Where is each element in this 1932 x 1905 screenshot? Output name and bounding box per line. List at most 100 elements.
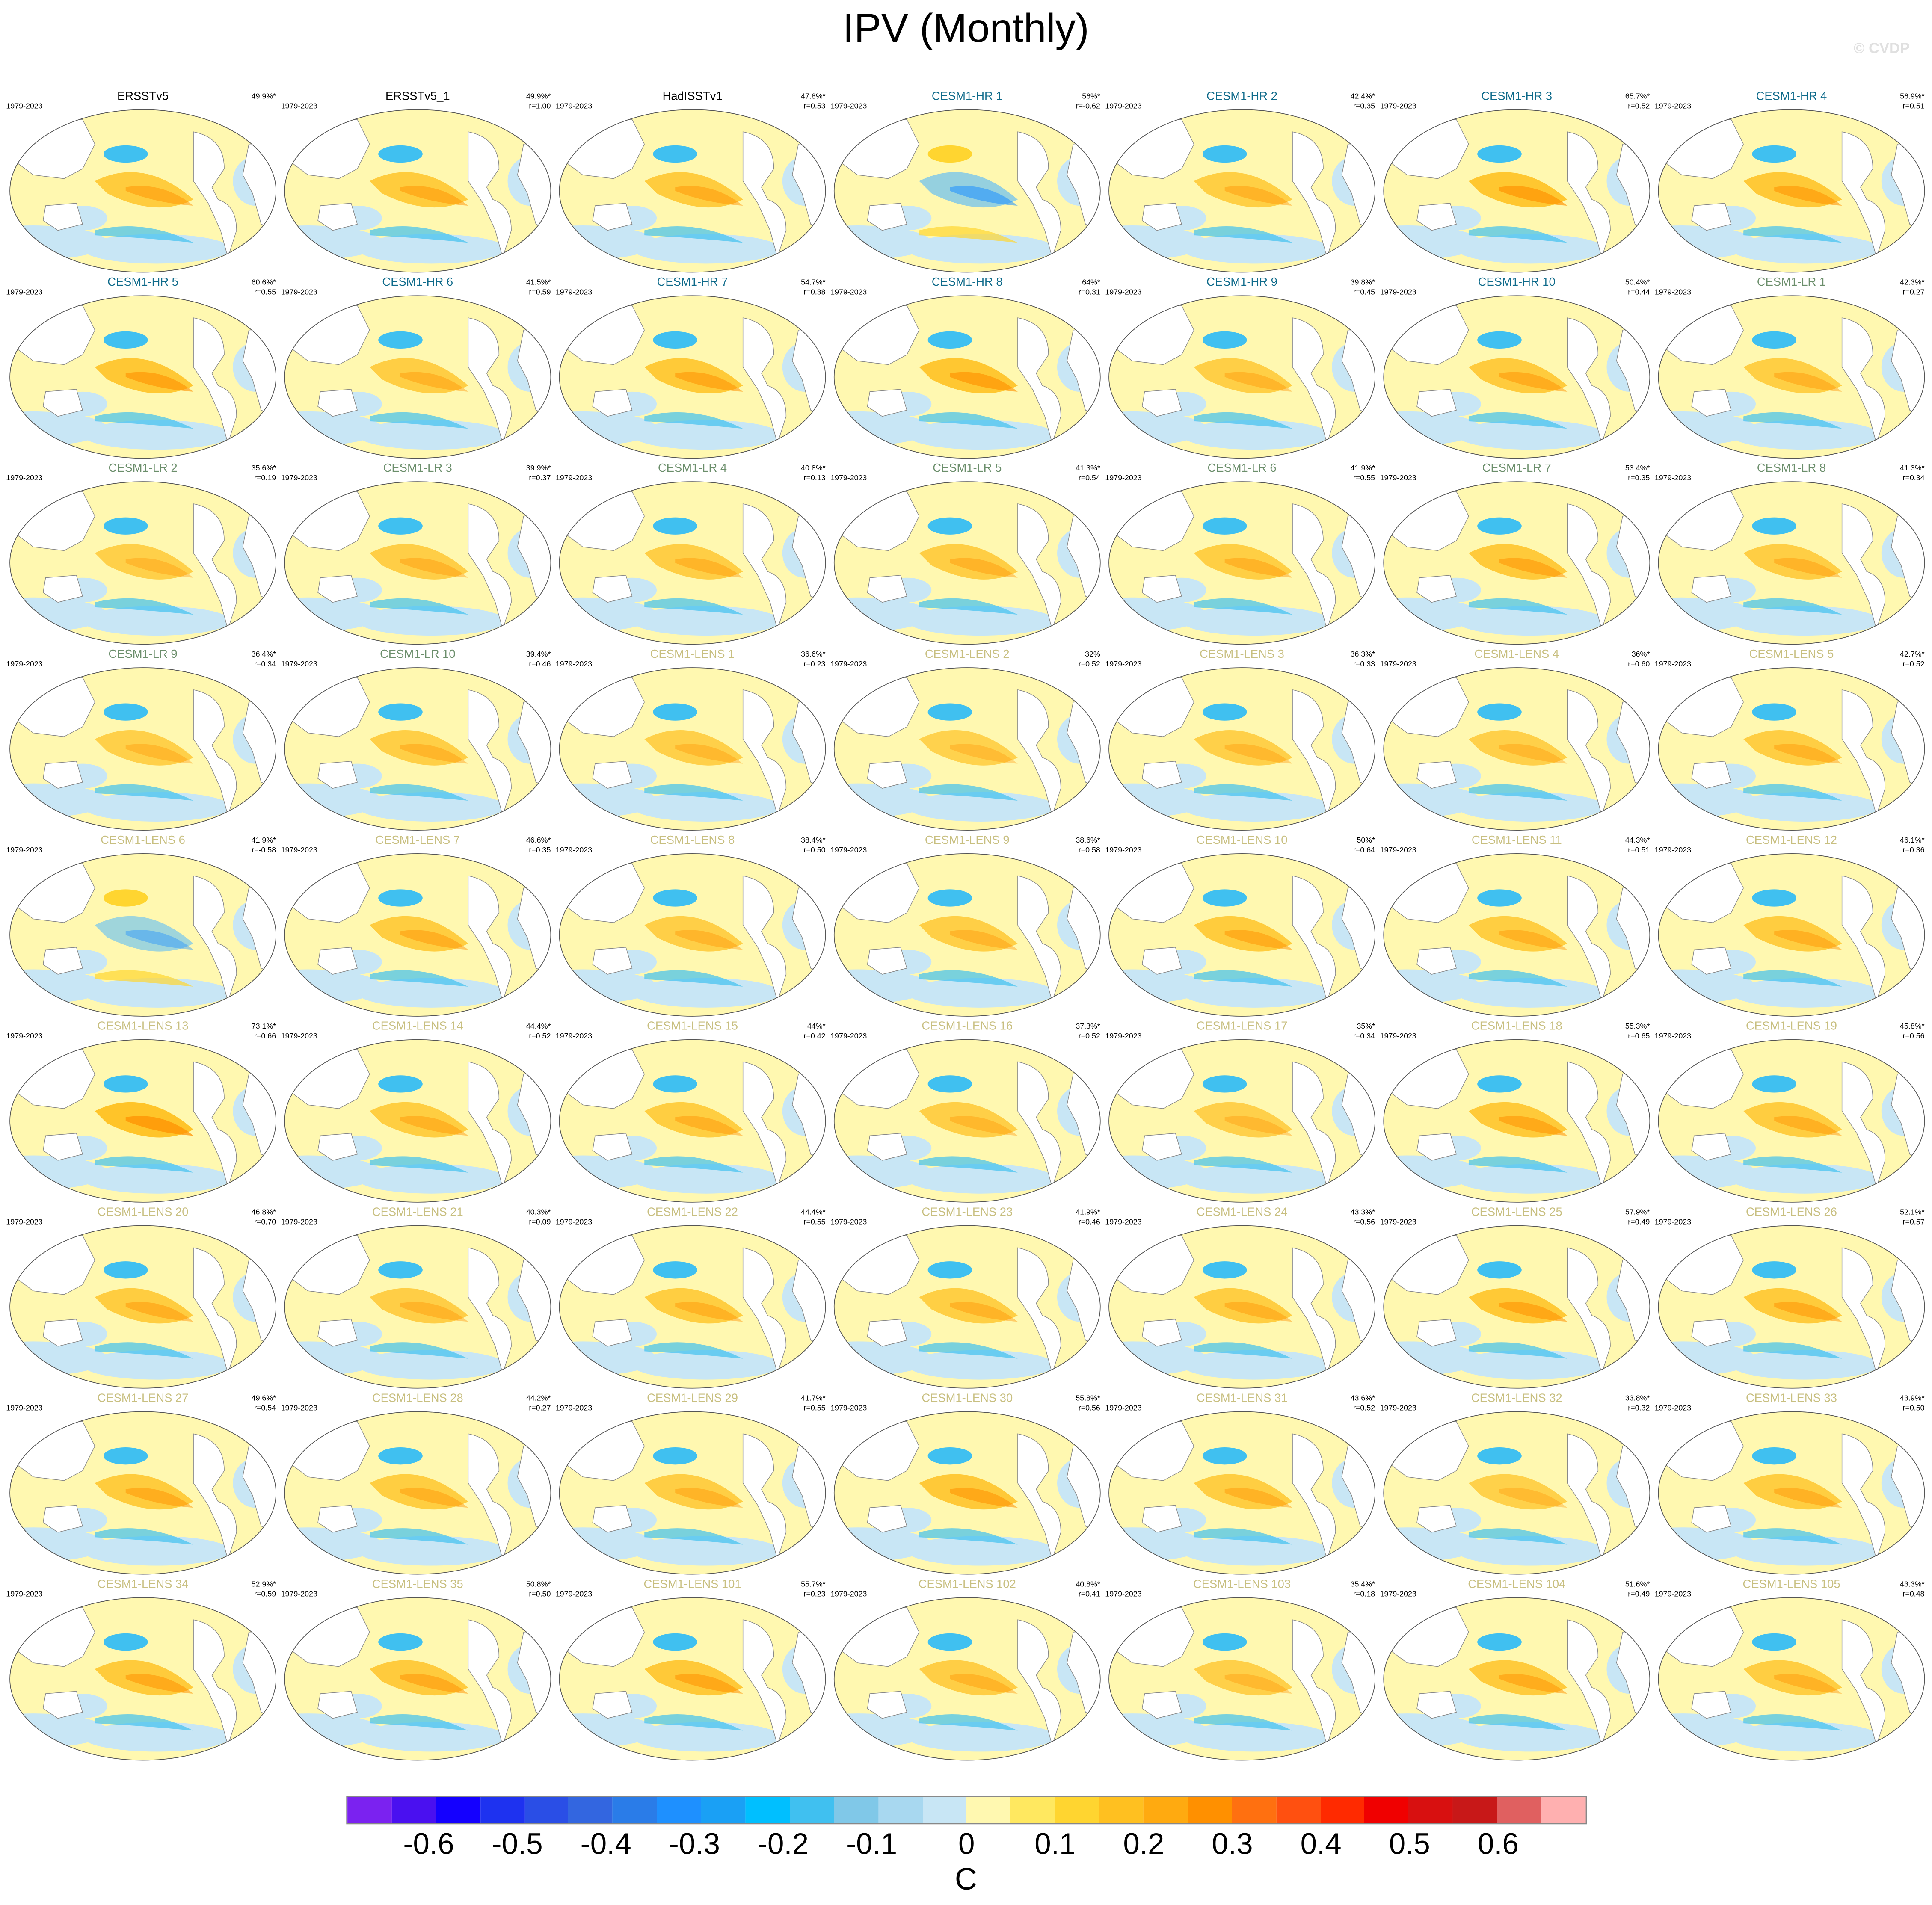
- arctic-band: [834, 1039, 1100, 1045]
- map-border: [1383, 1411, 1650, 1575]
- south-pacific-anomaly: [1194, 1342, 1293, 1359]
- ipv-map: [9, 1597, 276, 1761]
- panel-variance-pct: 50%*: [1357, 836, 1375, 845]
- australia-land: [1416, 575, 1457, 603]
- map-panel: CESM1-LENS 25 1979-2023 57.9%* r=0.49: [1380, 1206, 1653, 1397]
- sst-anomaly-patch: [632, 1722, 780, 1752]
- panel-variance-pct: 51.6%*: [1625, 1580, 1650, 1589]
- australia-land: [317, 1691, 358, 1719]
- enso-core-anomaly: [1499, 558, 1568, 578]
- panel-period: 1979-2023: [281, 1590, 317, 1599]
- south-pacific-anomaly: [1194, 784, 1293, 801]
- panel-title: CESM1-LENS 24: [1196, 1206, 1288, 1220]
- enso-core-anomaly: [1499, 744, 1568, 764]
- map-panel: CESM1-LENS 14 1979-2023 44.4%* r=0.52: [281, 1020, 554, 1211]
- sst-anomaly-patch: [1456, 978, 1604, 1008]
- tropical-pacific-anomaly: [95, 172, 194, 208]
- panel-title: CESM1-LENS 17: [1196, 1020, 1288, 1034]
- panel-pattern-correlation: r=0.55: [803, 1218, 826, 1227]
- tropical-pacific-anomaly: [919, 730, 1018, 766]
- map-panel: CESM1-LENS 28 1979-2023 44.2%* r=0.27: [281, 1392, 554, 1583]
- panel-title: CESM1-HR 8: [931, 276, 1003, 290]
- colorbar-swatch: [922, 1797, 967, 1823]
- map-border: [1108, 1039, 1375, 1203]
- panel-period: 1979-2023: [1380, 474, 1416, 483]
- map-panel: CESM1-LENS 34 1979-2023 52.9%* r=0.59: [6, 1578, 279, 1769]
- sst-anomaly-patch: [357, 1722, 505, 1752]
- panel-pattern-correlation: r=0.32: [1628, 1404, 1650, 1413]
- panel-variance-pct: 41.5%*: [526, 278, 551, 287]
- map-border: [284, 481, 551, 645]
- panel-pattern-correlation: r=0.41: [1078, 1590, 1100, 1599]
- north-pacific-anomaly: [927, 1447, 972, 1465]
- arctic-band: [284, 296, 551, 301]
- panel-pattern-correlation: r=0.38: [803, 288, 826, 297]
- panel-variance-pct: 53.4%*: [1625, 464, 1650, 473]
- australia-land: [43, 1691, 83, 1719]
- arctic-band: [10, 109, 276, 115]
- map-panel: CESM1-LENS 3 1979-2023 36.3%* r=0.33: [1105, 648, 1378, 839]
- arctic-band: [1658, 1597, 1925, 1603]
- panel-title: CESM1-LENS 31: [1196, 1392, 1288, 1406]
- panel-variance-pct: 55.3%*: [1625, 1022, 1650, 1031]
- south-pacific-anomaly: [370, 970, 468, 987]
- colorbar-swatch: [1055, 1797, 1099, 1823]
- panel-variance-pct: 73.1%*: [251, 1022, 276, 1031]
- panel-variance-pct: 36%*: [1631, 650, 1650, 659]
- panel-title: CESM1-LENS 29: [647, 1392, 738, 1406]
- colorbar-tick-label: 0.2: [1123, 1828, 1165, 1861]
- arctic-band: [559, 109, 826, 115]
- panel-pattern-correlation: r=0.13: [803, 474, 826, 483]
- map-panel: CESM1-LENS 101 1979-2023 55.7%* r=0.23: [556, 1578, 829, 1769]
- ipv-map: [1658, 1597, 1925, 1761]
- panel-variance-pct: 39.9%*: [526, 464, 551, 473]
- colorbar-swatch: [1010, 1797, 1055, 1823]
- sst-anomaly-patch: [1731, 1722, 1879, 1752]
- arctic-band: [1658, 296, 1925, 301]
- ipv-map: [1383, 1039, 1650, 1203]
- sst-anomaly-patch: [632, 1536, 780, 1566]
- australia-land: [592, 389, 633, 417]
- panel-pattern-correlation: r=0.50: [529, 1590, 551, 1599]
- map-panel: CESM1-LENS 13 1979-2023 73.1%* r=0.66: [6, 1020, 279, 1211]
- panel-period: 1979-2023: [1105, 288, 1142, 297]
- north-pacific-anomaly: [103, 145, 148, 163]
- enso-core-anomaly: [1224, 558, 1293, 578]
- panel-pattern-correlation: r=0.51: [1902, 102, 1925, 111]
- map-border: [1108, 853, 1375, 1017]
- tropical-pacific-anomaly: [1194, 1474, 1293, 1510]
- australia-land: [592, 1133, 633, 1161]
- south-pacific-anomaly: [1194, 598, 1293, 615]
- americas-land: [193, 1433, 237, 1561]
- panel-pattern-correlation: r=0.35: [529, 846, 551, 855]
- panel-period: 1979-2023: [1654, 1032, 1692, 1041]
- tropical-pacific-anomaly: [919, 544, 1018, 580]
- tropical-pacific-anomaly: [1743, 1660, 1842, 1696]
- ipv-map: [833, 295, 1101, 459]
- panel-period: 1979-2023: [830, 474, 867, 483]
- panel-variance-pct: 45.8%*: [1900, 1022, 1925, 1031]
- panel-pattern-correlation: r=-0.62: [1076, 102, 1100, 111]
- colorbar-swatch: [391, 1797, 436, 1823]
- panel-title: CESM1-LENS 104: [1468, 1578, 1566, 1591]
- ipv-map: [833, 1039, 1101, 1203]
- north-pacific-anomaly: [927, 517, 972, 535]
- panel-variance-pct: 40.8%*: [1076, 1580, 1100, 1589]
- map-border: [284, 109, 551, 273]
- north-pacific-anomaly: [1752, 331, 1797, 349]
- arctic-band: [1109, 667, 1375, 673]
- panel-variance-pct: 41.9%*: [1350, 464, 1375, 473]
- arctic-band: [559, 1225, 826, 1231]
- north-pacific-anomaly: [1477, 1633, 1522, 1651]
- tropical-pacific-anomaly: [95, 1474, 194, 1510]
- americas-land: [468, 1433, 512, 1561]
- map-panel: CESM1-LENS 15 1979-2023 44%* r=0.42: [556, 1020, 829, 1211]
- australia-land: [1416, 1505, 1457, 1533]
- map-border: [1658, 1411, 1925, 1575]
- australia-land: [1141, 575, 1182, 603]
- arctic-band: [1384, 1225, 1650, 1231]
- panel-title: CESM1-LENS 103: [1193, 1578, 1291, 1591]
- panel-title: CESM1-LENS 2: [925, 648, 1010, 662]
- enso-core-anomaly: [1774, 1116, 1842, 1136]
- colorbar-swatch: [347, 1797, 392, 1823]
